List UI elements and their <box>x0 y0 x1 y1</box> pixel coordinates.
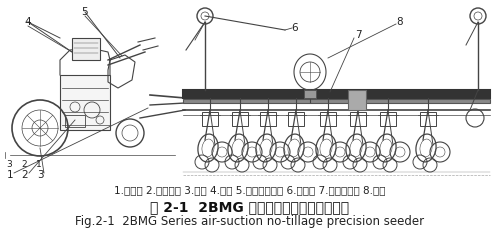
Bar <box>72 38 100 60</box>
Text: 4: 4 <box>25 17 31 27</box>
Text: 1: 1 <box>36 160 42 169</box>
Bar <box>183 99 490 103</box>
Text: 1: 1 <box>7 170 14 180</box>
Text: 8: 8 <box>397 17 403 27</box>
Bar <box>350 112 366 126</box>
Text: 2: 2 <box>22 170 29 180</box>
Text: 图 2-1  2BMG 系列气吸式免耕精密播种机: 图 2-1 2BMG 系列气吸式免耕精密播种机 <box>150 200 350 214</box>
Text: 3: 3 <box>37 170 43 180</box>
Text: Fig.2-1  2BMG Series air-suction no-tillage precision seeder: Fig.2-1 2BMG Series air-suction no-tilla… <box>76 215 424 228</box>
Bar <box>420 112 436 126</box>
Text: 7: 7 <box>355 30 361 40</box>
Bar <box>380 112 396 126</box>
Text: 2: 2 <box>21 160 27 169</box>
Bar <box>60 75 110 130</box>
Bar <box>260 112 276 126</box>
Text: 3: 3 <box>6 160 12 169</box>
Bar <box>320 112 336 126</box>
Bar <box>183 90 490 98</box>
Text: 6: 6 <box>292 23 298 33</box>
Text: 5: 5 <box>82 7 88 17</box>
Text: 1.悬挂架 2.播种单体 3.地轮 4.肥筱 5.施肥部件装配 6.画印器 7.方管支撑架 8.风机: 1.悬挂架 2.播种单体 3.地轮 4.肥筱 5.施肥部件装配 6.画印器 7.… <box>114 185 386 195</box>
Bar <box>304 90 316 98</box>
Bar <box>202 112 218 126</box>
Bar <box>348 90 366 110</box>
Bar <box>288 112 304 126</box>
Bar <box>65 115 85 127</box>
Bar <box>232 112 248 126</box>
